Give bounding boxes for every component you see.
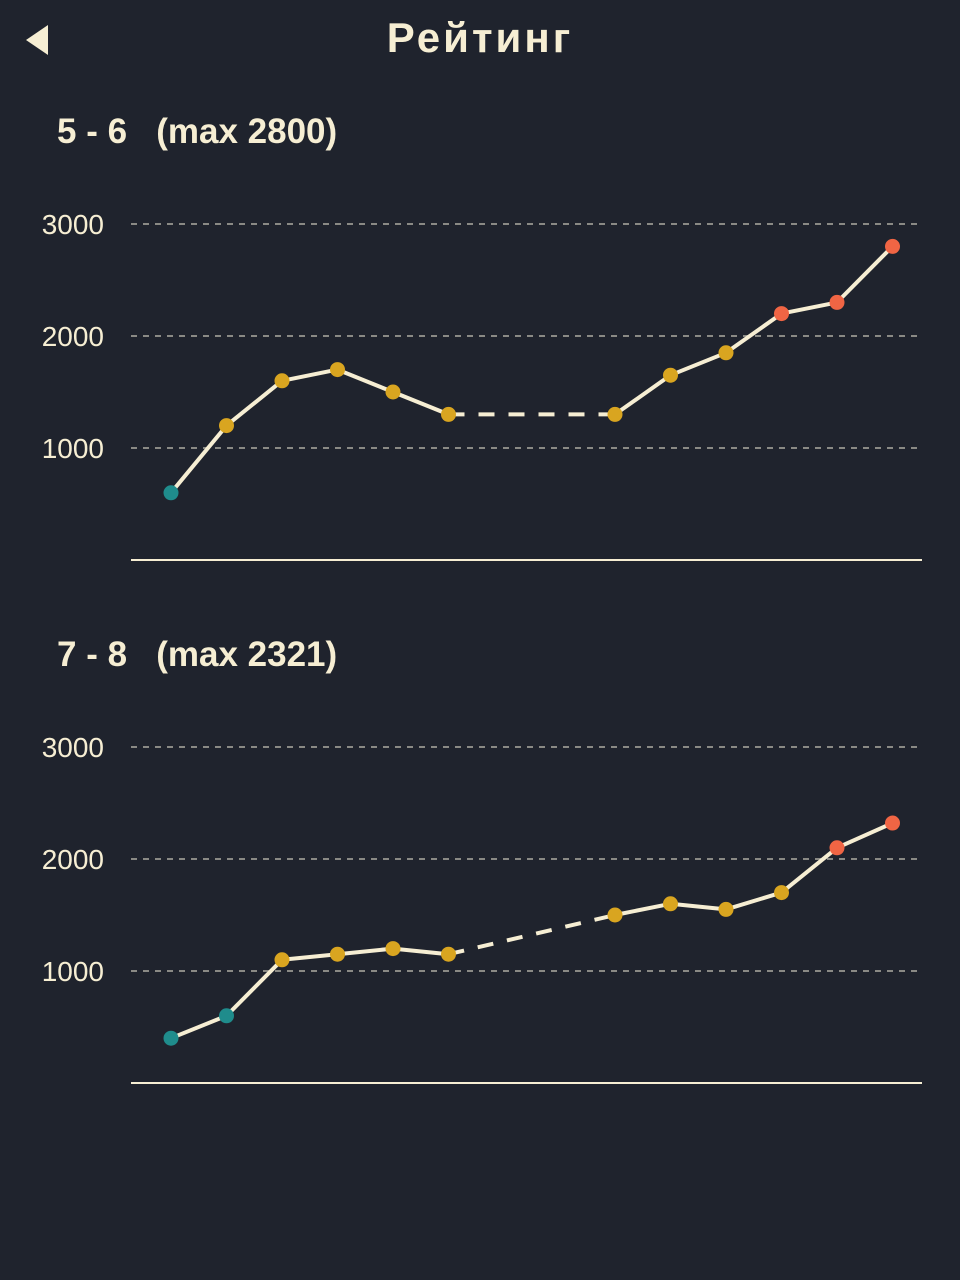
series-segment <box>336 367 394 394</box>
data-point <box>274 373 290 389</box>
data-point <box>274 952 290 968</box>
chart-title-7-8: 7 - 8 (max 2321) <box>57 635 338 674</box>
series-segment <box>169 424 229 495</box>
data-point <box>163 1030 179 1046</box>
series-segment <box>836 821 894 850</box>
series-gap-segment <box>448 913 616 957</box>
series-segment <box>669 350 727 378</box>
y-tick-label: 3000 <box>42 209 104 240</box>
data-point <box>829 294 845 310</box>
data-point <box>219 418 234 434</box>
series-segment <box>337 946 394 957</box>
series-segment <box>725 890 783 912</box>
back-triangle-icon <box>26 25 48 55</box>
y-tick-label: 1000 <box>42 956 104 987</box>
data-point <box>663 896 678 912</box>
data-point <box>774 885 789 901</box>
series-segment <box>281 367 338 383</box>
series-segment <box>614 901 671 917</box>
data-point <box>829 840 845 856</box>
data-point <box>441 406 456 422</box>
y-tick-label: 3000 <box>42 732 104 763</box>
data-point <box>607 406 623 422</box>
data-point <box>385 941 401 957</box>
data-point <box>330 362 345 378</box>
data-point <box>885 815 900 831</box>
chart-title-5-6: 5 - 6 (max 2800) <box>57 112 338 151</box>
series-segment <box>392 390 450 417</box>
rating-chart-5-6: 3000 2000 1000 <box>42 209 922 561</box>
series-segment <box>670 901 727 912</box>
data-point <box>607 907 623 923</box>
series-segment <box>724 311 783 355</box>
data-point <box>441 946 456 962</box>
series-segment <box>835 244 894 304</box>
y-tick-label: 2000 <box>42 321 104 352</box>
rating-chart-7-8: 3000 2000 1000 <box>42 732 922 1084</box>
header: Рейтинг <box>0 0 960 80</box>
data-point <box>718 345 734 361</box>
data-point <box>663 367 678 383</box>
series-segment <box>392 946 449 957</box>
page-title: Рейтинг <box>386 14 574 61</box>
data-point <box>219 1008 234 1024</box>
data-point <box>885 238 900 254</box>
back-button[interactable] <box>14 16 62 64</box>
series-segment <box>170 1013 228 1041</box>
data-point <box>718 901 734 917</box>
y-tick-label: 1000 <box>42 433 104 464</box>
series-segment <box>613 373 672 417</box>
series-segment <box>225 958 284 1018</box>
y-tick-label: 2000 <box>42 844 104 875</box>
data-point <box>330 946 345 962</box>
series-segment <box>225 379 284 428</box>
data-point <box>774 306 789 322</box>
series-segment <box>780 846 839 895</box>
data-point <box>385 384 401 400</box>
series-segment <box>281 952 338 962</box>
data-point <box>163 485 179 501</box>
series-segment <box>781 300 838 316</box>
